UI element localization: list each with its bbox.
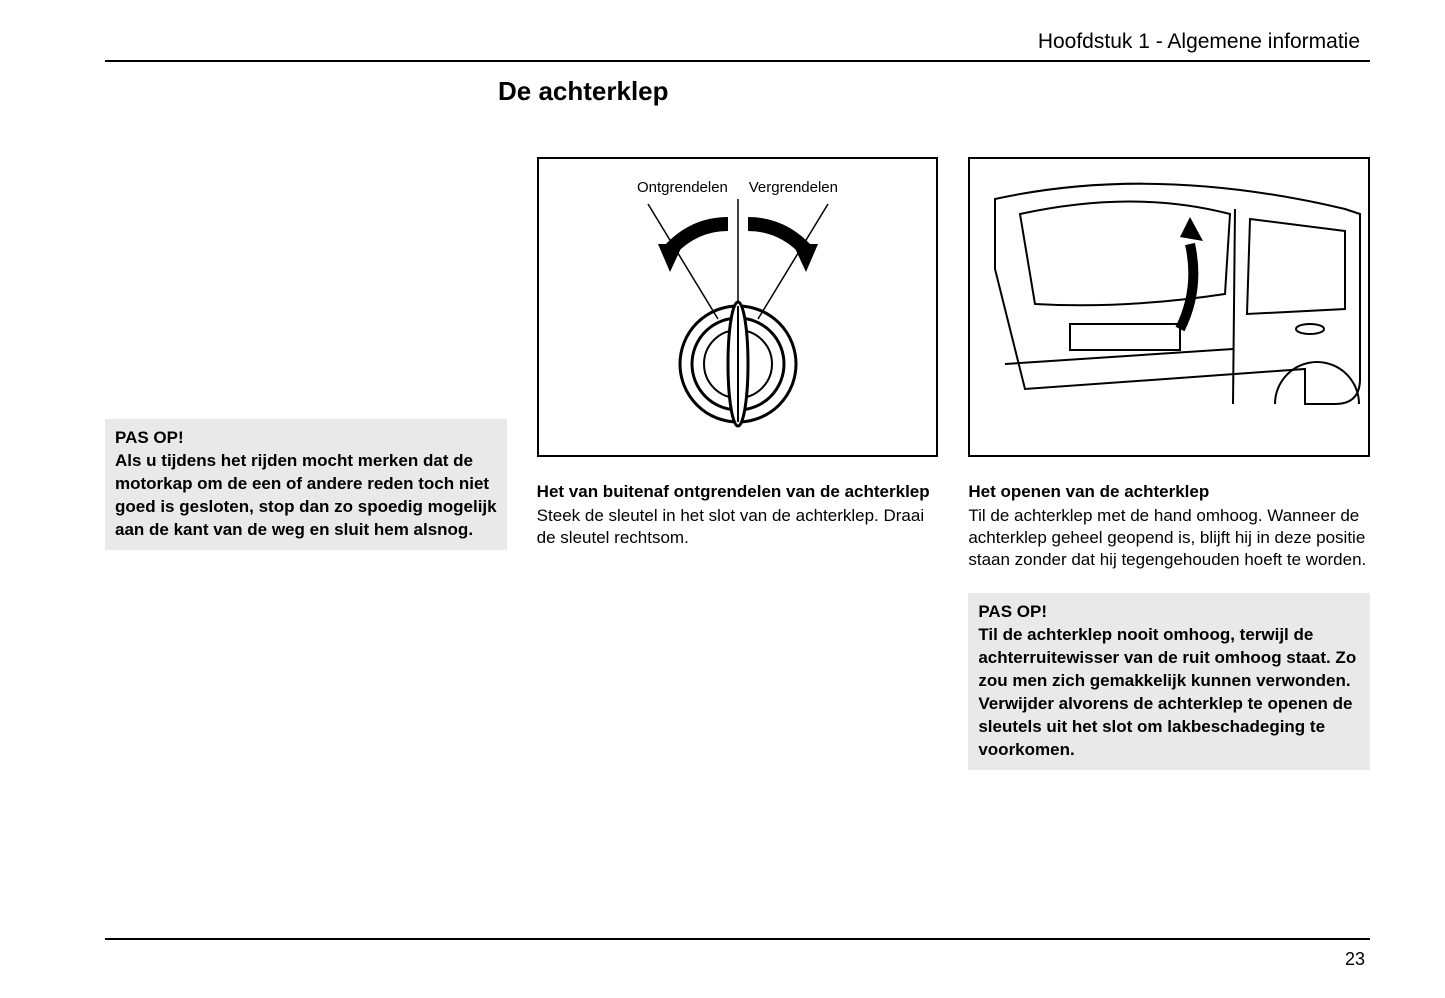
rule-top — [105, 60, 1370, 62]
col3-body: Til de achterklep met de hand omhoog. Wa… — [968, 505, 1370, 571]
caution-head-2: PAS OP! — [978, 601, 1360, 624]
chapter-header: Hoofdstuk 1 - Algemene informatie — [105, 30, 1370, 54]
column-3: Het openen van de achterklep Til de acht… — [968, 157, 1370, 770]
column-2: Ontgrendelen Vergrendelen — [537, 157, 939, 770]
caution-box-1: PAS OP! Als u tijdens het rijden mocht m… — [105, 419, 507, 550]
lock-figure: Ontgrendelen Vergrendelen — [537, 157, 939, 457]
page-number: 23 — [1345, 949, 1365, 970]
rule-bottom — [105, 938, 1370, 940]
car-figure — [968, 157, 1370, 457]
caution-body-1: Als u tijdens het rijden mocht merken da… — [115, 450, 497, 542]
rule-bottom-wrap — [105, 938, 1370, 940]
caution-box-2: PAS OP! Til de achterklep nooit omhoog, … — [968, 593, 1370, 770]
page-title: De achterklep — [498, 76, 1370, 107]
caution-body-2: Til de achterklep nooit omhoog, terwijl … — [978, 624, 1360, 762]
col2-body: Steek de sleutel in het slot van de acht… — [537, 505, 939, 549]
caution-head-1: PAS OP! — [115, 427, 497, 450]
column-1: PAS OP! Als u tijdens het rijden mocht m… — [105, 157, 507, 770]
columns: PAS OP! Als u tijdens het rijden mocht m… — [105, 157, 1370, 770]
manual-page: Hoofdstuk 1 - Algemene informatie De ach… — [0, 0, 1445, 790]
lock-diagram-icon — [608, 194, 868, 444]
col2-subhead: Het van buitenaf ontgrendelen van de ach… — [537, 481, 939, 503]
col3-subhead: Het openen van de achterklep — [968, 481, 1370, 503]
car-rear-icon — [975, 169, 1365, 449]
title-row: De achterklep — [498, 76, 1370, 107]
